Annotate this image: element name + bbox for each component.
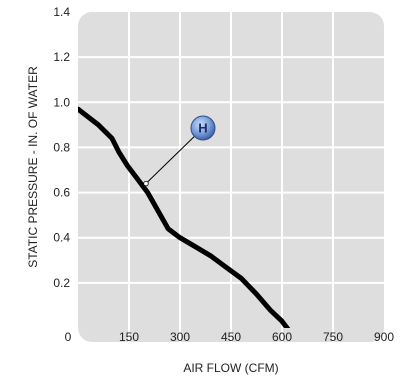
callout-leader-line [145,127,204,184]
callout-marker-dot [143,180,149,187]
y-tick-label: 0.6 [53,186,70,200]
grid-lines [78,12,384,342]
badge-label: H [198,121,207,136]
y-axis-label: STATIC PRESSURE - IN. OF WATER [26,66,40,268]
x-tick-label: 0 [65,330,72,344]
y-tick-label: 1.2 [53,50,70,64]
x-tick-label: 750 [323,330,343,344]
y-tick-label: 1.0 [53,95,70,109]
series-line-h [78,106,291,328]
y-tick-label: 1.4 [53,5,70,19]
series-badge: H [190,115,216,141]
y-tick-labels: 0.2 0.4 0.6 0.8 1.0 1.2 1.4 [53,5,70,290]
y-tick-label: 0.2 [53,276,70,290]
x-tick-label: 150 [119,330,139,344]
badge-circle [190,115,216,141]
x-tick-label: 600 [272,330,292,344]
y-tick-label: 0.8 [53,140,70,154]
x-tick-label: 450 [221,330,241,344]
x-tick-label: 300 [170,330,190,344]
y-tick-label: 0.4 [53,231,70,245]
x-tick-labels: 0 150 300 450 600 750 900 [65,330,395,344]
x-tick-label: 900 [374,330,394,344]
x-axis-label: AIR FLOW (CFM) [183,361,278,375]
